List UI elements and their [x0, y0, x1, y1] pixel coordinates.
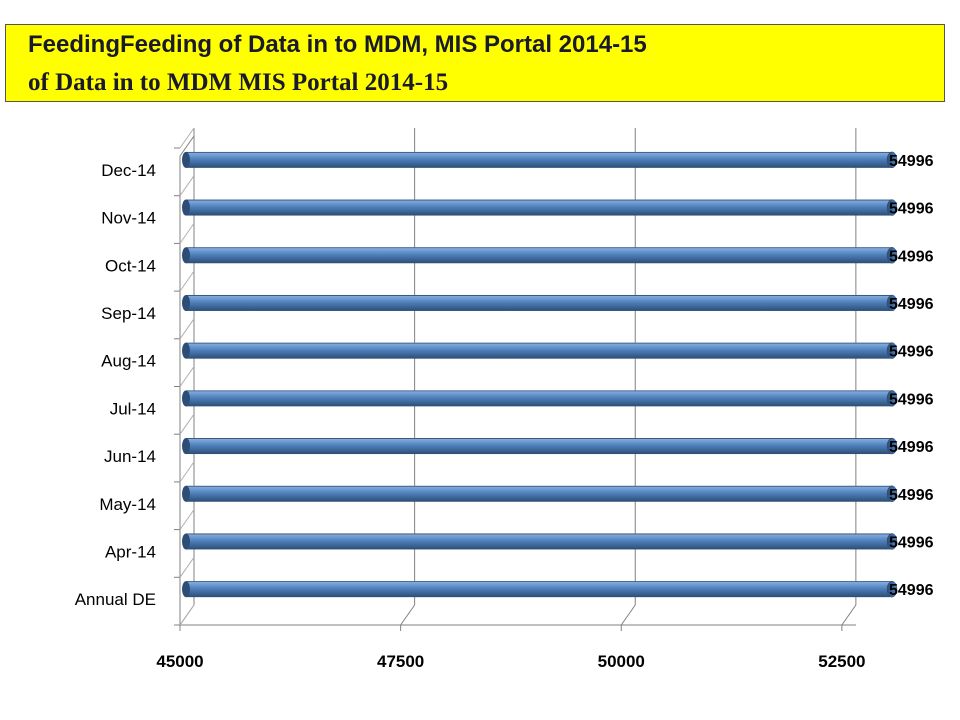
page-subtitle: of Data in to MDM MIS Portal 2014-15 [28, 69, 449, 96]
bar [182, 485, 898, 502]
data-label: 54996 [889, 296, 934, 313]
bar-body [186, 533, 892, 550]
bar-start-cap [182, 390, 190, 407]
category-label: Nov-14 [101, 209, 156, 228]
bar [182, 533, 898, 550]
gridline [841, 604, 857, 626]
x-tick-label: 52500 [818, 652, 865, 671]
category-label: Jun-14 [104, 447, 156, 466]
category-label: Apr-14 [105, 542, 156, 561]
y-tick-depth [179, 461, 195, 483]
bar-start-cap [182, 438, 190, 455]
bar-body [186, 581, 892, 598]
bar [182, 437, 898, 455]
bar-end-cap [886, 247, 898, 264]
bar-end-cap [886, 485, 898, 502]
category-label: Oct-14 [105, 256, 156, 275]
y-tick-depth [179, 604, 195, 626]
labels: 45000 47500 50000 52500 54996 Annual DE 54996 A… [75, 153, 934, 671]
bar-end-cap [886, 294, 898, 312]
page-title: FeedingFeeding of Data in to MDM, MIS Po… [28, 31, 647, 58]
bar [182, 151, 898, 169]
y-tick-depth [179, 366, 195, 387]
bar-body [186, 390, 892, 407]
bar-start-cap [182, 151, 190, 168]
data-label: 54996 [889, 534, 934, 551]
bar-end-cap [886, 199, 898, 216]
data-label: 54996 [889, 439, 934, 456]
y-axis-top-edge [179, 135, 195, 157]
bar-body [186, 247, 892, 264]
bar-start-cap [182, 294, 190, 311]
category-label: Annual DE [75, 590, 156, 609]
data-label: 54996 [889, 248, 934, 265]
y-tick-depth [179, 413, 195, 435]
bar-start-cap [182, 485, 190, 502]
data-label: 54996 [889, 487, 934, 504]
category-label: Aug-14 [101, 352, 156, 371]
x-tick-label: 45000 [156, 652, 203, 671]
x-tick-label: 50000 [598, 652, 645, 671]
bar-start-cap [182, 342, 190, 359]
category-label: Jul-14 [110, 399, 156, 418]
bar-body [186, 342, 892, 359]
y-tick-depth [179, 127, 195, 149]
y-tick-depth [179, 509, 195, 530]
bar [182, 580, 898, 598]
y-tick-depth [179, 270, 195, 292]
gridline [400, 604, 416, 626]
bar-body [186, 151, 892, 168]
y-tick-depth [179, 318, 195, 340]
y-tick-depth [179, 557, 195, 578]
data-label: 54996 [889, 391, 934, 408]
category-label: Sep-14 [101, 304, 156, 323]
x-tick-label: 47500 [377, 652, 424, 671]
bar-end-cap [886, 342, 898, 359]
title-banner: FeedingFeeding of Data in to MDM, MIS Po… [5, 24, 945, 102]
bar [182, 390, 898, 407]
bar-body [186, 199, 892, 216]
bar-body [186, 438, 892, 455]
data-label: 54996 [889, 344, 934, 361]
y-tick-depth [179, 223, 195, 244]
bar-end-cap [886, 437, 898, 455]
bar-end-cap [886, 151, 898, 169]
data-label: 54996 [889, 582, 934, 599]
bar-end-cap [886, 390, 898, 407]
data-label: 54996 [889, 201, 934, 218]
data-label: 54996 [889, 153, 934, 170]
category-label: Dec-14 [101, 161, 156, 180]
bar-start-cap [182, 199, 190, 216]
bar-start-cap [182, 581, 190, 598]
bar [182, 199, 898, 216]
bar-start-cap [182, 533, 190, 550]
bar-start-cap [182, 247, 190, 264]
bar-end-cap [886, 533, 898, 550]
bar-body [186, 485, 892, 502]
bar-end-cap [886, 580, 898, 598]
bar [182, 247, 898, 264]
bar [182, 294, 898, 312]
category-label: May-14 [99, 495, 156, 514]
bar-body [186, 294, 892, 311]
gridline [620, 604, 636, 626]
bars [182, 151, 898, 598]
y-tick-depth [179, 175, 195, 196]
bar [182, 342, 898, 359]
